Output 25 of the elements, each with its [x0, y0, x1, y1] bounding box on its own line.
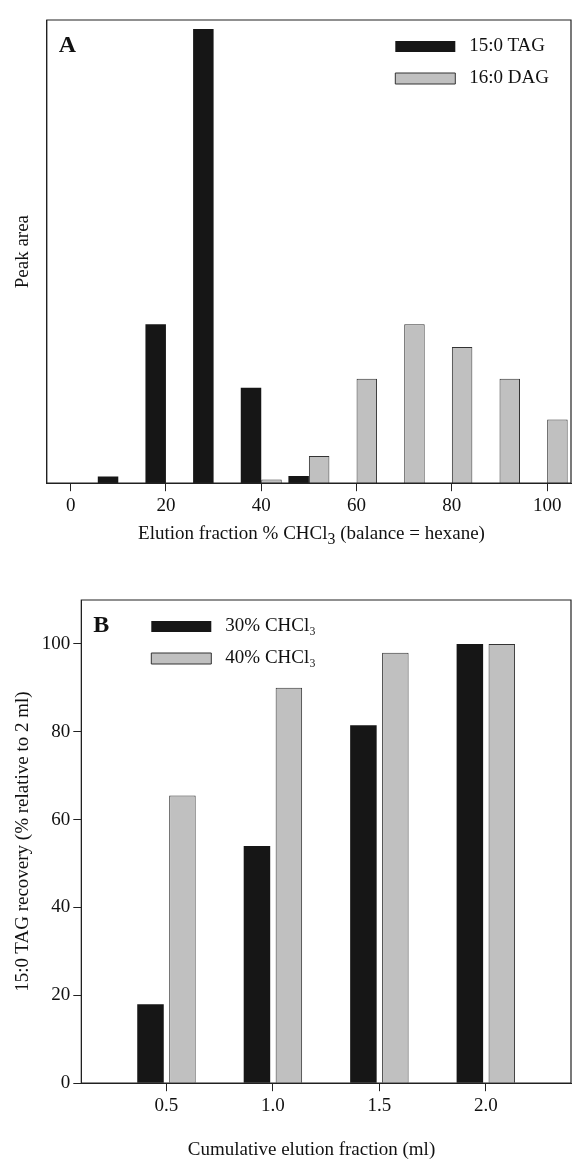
x-tick-label: 80	[442, 493, 462, 515]
y-tick-label: 60	[51, 807, 71, 829]
legend-label: 40% CHCl₃	[225, 645, 316, 667]
legend-label: 16:0 DAG	[469, 65, 550, 87]
y-tick-label: 20	[51, 983, 71, 1005]
x-tick-label: 0.5	[154, 1093, 179, 1115]
x-tick-label: 100	[532, 493, 562, 515]
x-tick-label: 60	[347, 493, 367, 515]
annotation: A	[58, 31, 77, 58]
annotation: B	[93, 611, 110, 638]
x-tick-label: 20	[156, 493, 176, 515]
x-tick-label: 40	[251, 493, 271, 515]
x-axis-title: Elution fraction % CHCl$_{3}$ (balance = hexane)	[137, 522, 486, 548]
y-tick-label: 100	[41, 631, 71, 653]
y-tick-label: 80	[51, 719, 71, 741]
y-tick-label: 40	[51, 895, 71, 917]
x-tick-label: 1.0	[261, 1093, 285, 1115]
legend-label: 30% CHCl₃	[225, 613, 316, 635]
x-tick-label: 2.0	[473, 1093, 498, 1115]
x-axis-title: Cumulative elution fraction (ml)	[186, 1138, 437, 1160]
legend-label: 15:0 TAG	[469, 33, 546, 55]
y-axis-title: Peak area	[11, 214, 33, 289]
y-axis-title: 15:0 TAG recovery (% relative to 2 ml)	[11, 691, 34, 992]
y-tick-label: 0	[60, 1071, 71, 1093]
x-tick-label: 1.5	[367, 1093, 392, 1115]
